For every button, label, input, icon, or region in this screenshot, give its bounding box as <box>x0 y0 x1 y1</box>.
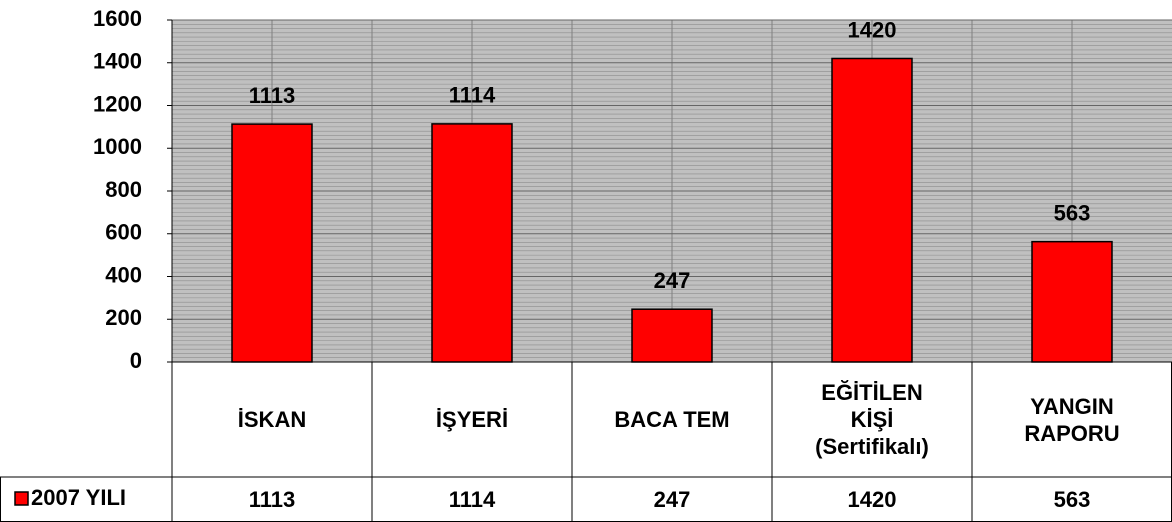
table-value-text: 563 <box>1053 487 1091 512</box>
value-label: 247 <box>654 268 691 293</box>
category-label: EĞİTİLEN KİŞİ (Sertifikalı) <box>772 362 972 477</box>
table-value: 1113 <box>172 477 372 522</box>
table-value-text: 1114 <box>448 487 496 512</box>
category-label-text: İŞYERİ <box>435 407 509 432</box>
legend-label: 2007 YILI <box>31 485 126 510</box>
bar <box>1031 240 1113 363</box>
value-label: 563 <box>1054 200 1091 225</box>
category-label-text: YANGIN RAPORU <box>1024 393 1120 446</box>
category-label-text: EĞİTİLEN KİŞİ (Sertifikalı) <box>815 380 929 459</box>
category-label: BACA TEM <box>572 362 772 477</box>
bar <box>431 123 513 363</box>
category-label: YANGIN RAPORU <box>972 362 1172 477</box>
table-value: 1420 <box>772 477 972 522</box>
table-value: 563 <box>972 477 1172 522</box>
value-label: 1114 <box>449 83 496 108</box>
table-value: 1114 <box>372 477 572 522</box>
table-value-text: 247 <box>653 487 691 512</box>
table-value: 247 <box>572 477 772 522</box>
category-label: İSKAN <box>172 362 372 477</box>
y-tick-label: 1200 <box>93 91 142 116</box>
y-tick-label: 1400 <box>93 49 142 74</box>
legend-swatch <box>14 491 29 506</box>
value-label: 1113 <box>249 83 296 108</box>
y-tick-label: 1600 <box>93 6 142 31</box>
table-value-text: 1113 <box>248 487 296 512</box>
y-tick-label: 800 <box>105 177 142 202</box>
value-label: 1420 <box>848 17 897 42</box>
category-label-text: BACA TEM <box>614 407 730 432</box>
bar <box>831 57 913 363</box>
y-tick-label: 400 <box>105 262 142 287</box>
y-tick-label: 0 <box>130 348 142 373</box>
table-value-text: 1420 <box>847 487 897 512</box>
y-tick-label: 600 <box>105 220 142 245</box>
bar <box>631 308 713 363</box>
y-tick-label: 1000 <box>93 134 142 159</box>
category-label: İŞYERİ <box>372 362 572 477</box>
bar <box>231 123 313 363</box>
y-tick-label: 200 <box>105 305 142 330</box>
category-label-text: İSKAN <box>237 407 307 432</box>
